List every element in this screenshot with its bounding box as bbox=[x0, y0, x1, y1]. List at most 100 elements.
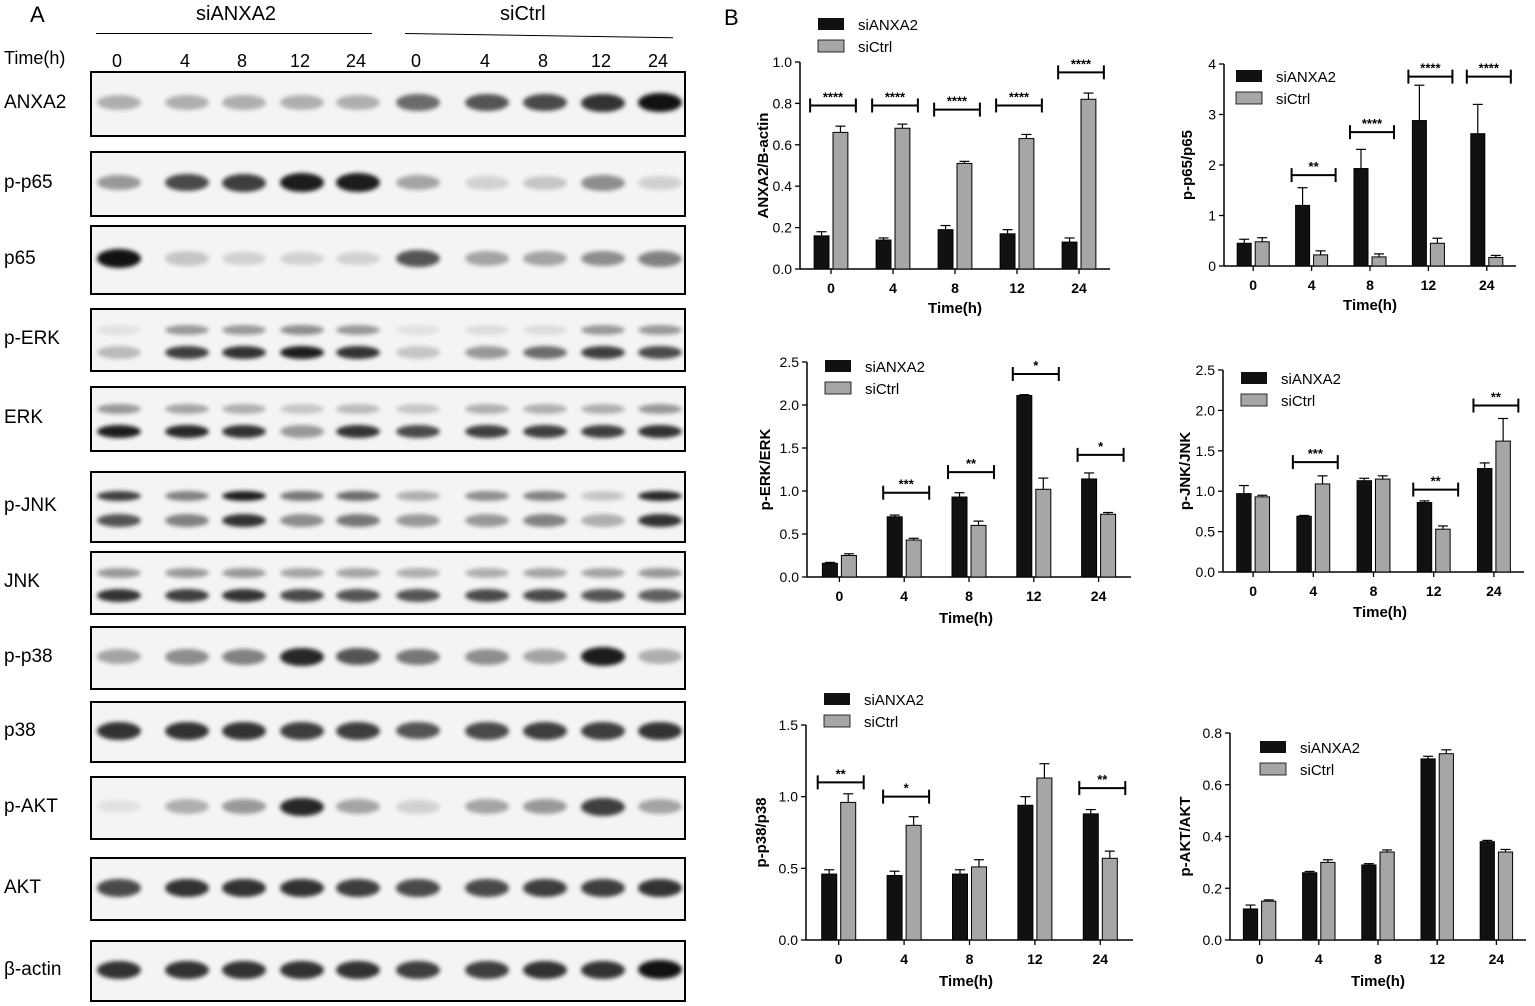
blot-band bbox=[581, 250, 625, 267]
blot-band bbox=[336, 648, 380, 666]
legend-swatch-sictrl bbox=[1235, 91, 1263, 105]
blot-band bbox=[165, 491, 209, 502]
blot-band bbox=[638, 878, 682, 897]
x-tick-label: 8 bbox=[1366, 277, 1374, 293]
blot-band bbox=[638, 799, 682, 815]
blot-strip bbox=[90, 71, 686, 137]
blot-band bbox=[465, 404, 509, 415]
blot-band bbox=[638, 649, 682, 665]
legend-label-sictrl: siCtrl bbox=[858, 39, 892, 56]
blot-band bbox=[581, 960, 625, 979]
x-tick-label: 0 bbox=[1249, 277, 1257, 293]
blot-band bbox=[523, 722, 567, 740]
bar-sianxa2 bbox=[1411, 120, 1427, 267]
blot-band bbox=[336, 251, 380, 266]
blot-band bbox=[222, 960, 266, 979]
y-tick-label: 2.0 bbox=[1196, 402, 1216, 418]
blot-band bbox=[222, 404, 266, 415]
bar-sianxa2 bbox=[1476, 468, 1493, 573]
legend-label-sianxa2: siANXA2 bbox=[1276, 69, 1336, 86]
blot-band bbox=[523, 325, 567, 336]
bar-sianxa2 bbox=[886, 516, 903, 578]
blot-band bbox=[581, 404, 625, 415]
bar-sictrl bbox=[1429, 242, 1445, 267]
blot-strip bbox=[90, 151, 686, 217]
x-tick-label: 12 bbox=[1009, 280, 1025, 296]
blot-band bbox=[222, 95, 266, 111]
blot-band bbox=[97, 800, 141, 814]
blot-band bbox=[396, 404, 440, 415]
blot-row-label: p-AKT bbox=[4, 796, 58, 817]
blot-band bbox=[638, 404, 682, 415]
time-label: 4 bbox=[480, 51, 491, 71]
blot-band bbox=[581, 647, 625, 667]
blot-band bbox=[336, 425, 380, 439]
blot-band bbox=[638, 175, 682, 190]
bar-sianxa2 bbox=[886, 875, 903, 941]
blot-band bbox=[165, 325, 209, 336]
y-tick-label: 0.0 bbox=[779, 932, 799, 948]
blot-band bbox=[581, 797, 625, 816]
bar-sianxa2 bbox=[1242, 908, 1259, 941]
blot-band bbox=[165, 345, 209, 359]
bar-sianxa2 bbox=[875, 239, 892, 270]
blot-band bbox=[336, 722, 380, 740]
y-tick-label: 0.8 bbox=[1203, 725, 1223, 741]
x-tick-label: 24 bbox=[1093, 951, 1109, 967]
x-tick-label: 8 bbox=[1374, 951, 1382, 967]
legend-swatch-sianxa2 bbox=[1236, 70, 1262, 82]
blot-band bbox=[638, 93, 682, 113]
y-axis-title: p-ERK/ERK bbox=[757, 429, 774, 511]
blot-band bbox=[336, 568, 380, 579]
x-tick-label: 0 bbox=[835, 951, 843, 967]
blot-strip bbox=[90, 386, 686, 452]
blot-band bbox=[465, 425, 509, 439]
blot-band bbox=[638, 345, 682, 359]
blot-band bbox=[638, 588, 682, 602]
bar-sictrl bbox=[1314, 483, 1331, 573]
significance-label: **** bbox=[1479, 61, 1500, 76]
time-label: 8 bbox=[237, 51, 248, 71]
y-tick-label: 3 bbox=[1208, 107, 1216, 123]
blot-band bbox=[280, 960, 324, 979]
x-tick-label: 8 bbox=[951, 280, 959, 296]
blot-band bbox=[396, 425, 440, 439]
blot-row-label: JNK bbox=[4, 571, 40, 592]
blot-band bbox=[523, 878, 567, 897]
bar-sictrl bbox=[1375, 478, 1391, 573]
panel-b-letter: B bbox=[724, 5, 739, 30]
blot-band bbox=[222, 799, 266, 815]
x-axis-title: Time(h) bbox=[1353, 604, 1407, 621]
blot-band bbox=[222, 588, 266, 602]
bar-sictrl bbox=[905, 539, 922, 578]
blot-band bbox=[336, 345, 380, 359]
blot-band bbox=[97, 588, 141, 602]
significance-label: ** bbox=[1309, 159, 1320, 174]
bar-sianxa2 bbox=[1296, 515, 1312, 573]
bar-sictrl bbox=[1313, 254, 1329, 267]
y-tick-label: 4 bbox=[1208, 56, 1216, 72]
blot-row-label: p-JNK bbox=[4, 495, 57, 516]
bar-sictrl bbox=[1435, 528, 1451, 573]
y-tick-label: 1.5 bbox=[1196, 443, 1216, 459]
legend-swatch-sictrl bbox=[824, 381, 852, 395]
legend-swatch-sianxa2 bbox=[818, 18, 844, 30]
y-tick-label: 0.0 bbox=[773, 261, 793, 277]
legend-label-sictrl: siCtrl bbox=[864, 714, 898, 731]
blot-band bbox=[465, 345, 509, 359]
y-tick-label: 1.5 bbox=[780, 440, 800, 456]
blot-band bbox=[97, 879, 141, 897]
y-tick-label: 2.5 bbox=[780, 354, 800, 370]
y-tick-label: 1.0 bbox=[1196, 483, 1216, 499]
blot-row-label: β-actin bbox=[4, 959, 62, 980]
blot-band bbox=[336, 95, 380, 111]
x-tick-label: 4 bbox=[1308, 277, 1316, 293]
blot-band bbox=[465, 491, 509, 502]
x-tick-label: 24 bbox=[1091, 588, 1107, 604]
blot-band bbox=[465, 961, 509, 979]
x-axis-title: Time(h) bbox=[928, 300, 982, 317]
significance-label: ** bbox=[1431, 474, 1442, 489]
bar-sianxa2 bbox=[952, 873, 968, 941]
blot-band bbox=[465, 799, 509, 815]
blot-band bbox=[336, 878, 380, 897]
